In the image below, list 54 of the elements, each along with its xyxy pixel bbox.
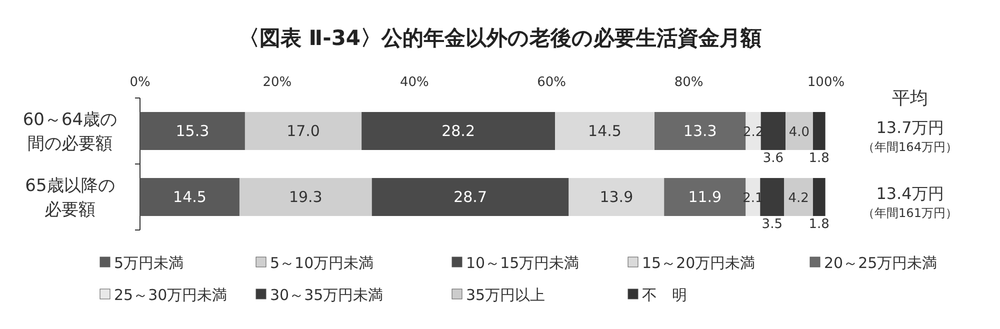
x-tick-label: 40% <box>400 75 429 90</box>
data-label: 1.8 <box>808 217 830 232</box>
data-label: 19.3 <box>288 188 322 206</box>
legend-label: 20～25万円未満 <box>824 254 938 272</box>
text: 13.7万円 <box>876 118 944 137</box>
bar <box>812 112 826 150</box>
bar <box>140 112 245 150</box>
data-label: 3.5 <box>762 217 782 232</box>
bar <box>244 112 362 150</box>
text: （年間164万円） <box>862 140 958 154</box>
bar <box>812 178 826 216</box>
y-tick-label: 65歳以降の必要額 <box>25 176 115 220</box>
bar <box>362 112 556 150</box>
x-tick-label: 60% <box>537 75 566 90</box>
bar <box>784 178 813 216</box>
bar <box>239 178 372 216</box>
data-label: 14.5 <box>173 188 206 206</box>
data-label: 4.2 <box>788 191 809 206</box>
x-tick-label: 20% <box>262 75 292 90</box>
text: （年間161万円） <box>862 206 958 220</box>
bar <box>760 178 784 216</box>
x-tick-label: 0% <box>130 75 150 90</box>
data-label: 14.5 <box>588 122 622 140</box>
data-label: 28.2 <box>442 122 476 140</box>
data-label: 1.8 <box>808 151 830 166</box>
data-label: 3.6 <box>762 151 784 166</box>
legend-label: 不 明 <box>642 286 687 304</box>
data-label: 15.3 <box>176 122 210 140</box>
bar <box>372 178 569 216</box>
bar <box>555 112 654 150</box>
bar <box>786 112 813 150</box>
data-label: 11.9 <box>688 188 722 206</box>
data-label: 28.7 <box>454 188 488 206</box>
y-tick-label: 60～64歳の間の必要額 <box>22 110 118 154</box>
legend-label: 5万円未満 <box>114 254 184 272</box>
legend-label: 30～35万円未満 <box>270 286 384 304</box>
x-tick-label: 100% <box>807 75 845 90</box>
legend-label: 35万円以上 <box>466 286 546 304</box>
text: 13.4万円 <box>876 184 944 203</box>
data-label: 17.0 <box>286 122 320 140</box>
bar <box>140 178 240 216</box>
bar <box>654 112 746 150</box>
x-tick-label: 80% <box>674 75 704 90</box>
data-label: 13.9 <box>600 188 634 206</box>
legend-label: 5～10万円未満 <box>270 254 374 272</box>
legend-label: 25～30万円未満 <box>114 286 228 304</box>
text: 平均 <box>892 88 928 109</box>
chart-title: 〈図表 Ⅱ-34〉公的年金以外の老後の必要生活資金月額 <box>238 26 762 50</box>
legend-label: 15～20万円未満 <box>642 254 756 272</box>
bar <box>568 178 664 216</box>
legend-label: 10～15万円未満 <box>466 254 580 272</box>
bar <box>760 112 786 150</box>
data-label: 4.0 <box>788 125 810 140</box>
data-label: 13.3 <box>683 122 717 140</box>
